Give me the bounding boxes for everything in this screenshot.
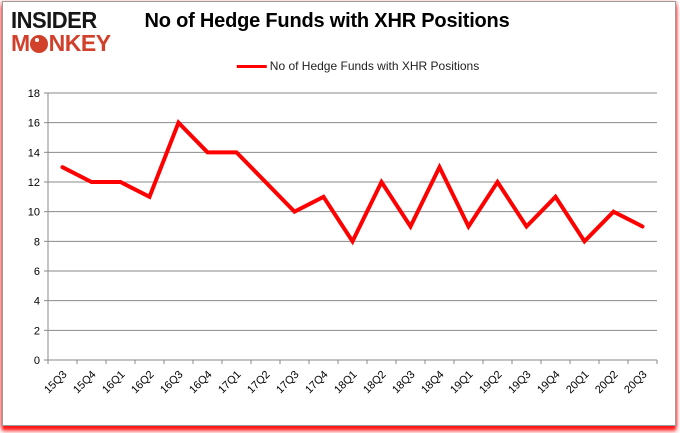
x-tick-label: 15Q3 [42,369,70,397]
y-tick-label: 10 [28,207,40,219]
logo-monkey-nkey: NKEY [48,30,111,56]
logo-monkey-m: M [11,30,30,56]
logo-insider-text: INSIDER [11,6,97,34]
x-tick-label: 18Q1 [332,369,360,397]
x-tick-label: 19Q1 [448,369,476,397]
legend-line-marker [236,64,267,68]
x-tick-label: 19Q2 [477,369,505,397]
y-tick-label: 0 [34,355,40,367]
chart-title: No of Hedge Funds with XHR Positions [144,10,510,32]
legend-label: No of Hedge Funds with XHR Positions [269,59,480,73]
x-tick-label: 16Q2 [129,369,157,397]
insider-monkey-logo: INSIDER M NKEY [11,6,111,55]
monkey-face-icon [30,34,49,53]
monkey-eye-dot [35,37,40,42]
x-tick-label: 19Q3 [506,369,534,397]
y-tick-label: 18 [28,88,40,100]
y-tick-label: 16 [28,118,40,130]
x-tick-label: 17Q2 [245,369,273,397]
x-tick-label: 18Q2 [361,369,389,397]
x-tick-label: 18Q4 [419,369,447,397]
x-tick-label: 19Q4 [535,369,563,397]
x-tick-label: 16Q3 [158,369,186,397]
x-tick-label: 20Q1 [564,369,592,397]
y-tick-label: 6 [34,266,40,278]
x-tick-label: 17Q3 [274,369,302,397]
x-tick-label: 15Q4 [71,369,99,397]
y-tick-label: 4 [34,296,40,308]
logo-monkey-text: M NKEY [11,32,111,55]
x-tick-label: 20Q2 [593,369,621,397]
y-tick-label: 14 [28,147,40,159]
y-tick-label: 8 [34,236,40,248]
y-tick-label: 12 [28,177,40,189]
chart-legend: No of Hedge Funds with XHR Positions [236,59,480,73]
y-tick-label: 2 [34,325,40,337]
x-tick-label: 17Q1 [216,369,244,397]
x-tick-label: 16Q1 [100,369,128,397]
x-tick-label: 18Q3 [390,369,418,397]
x-tick-label: 16Q4 [187,369,215,397]
data-line-series [60,119,645,246]
x-tick-label: 20Q3 [622,369,650,397]
title-area: No of Hedge Funds with XHR Positions [0,10,680,33]
x-tick-label: 17Q4 [303,369,331,397]
